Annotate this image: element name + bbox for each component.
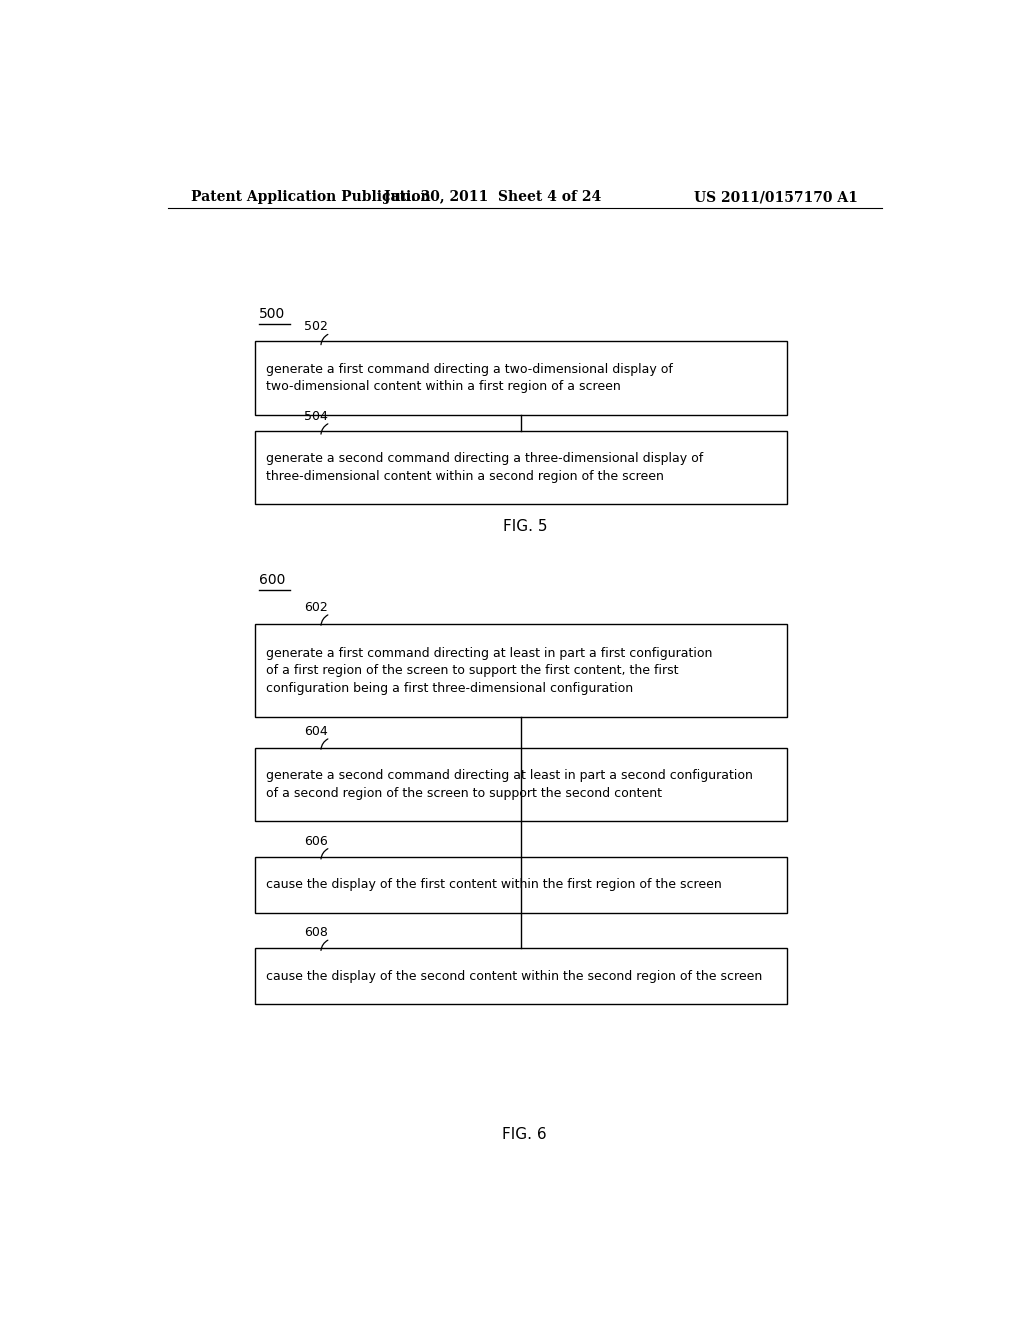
Text: cause the display of the second content within the second region of the screen: cause the display of the second content …: [266, 970, 762, 982]
Text: 502: 502: [304, 321, 328, 333]
FancyBboxPatch shape: [255, 624, 786, 718]
Text: 604: 604: [304, 725, 328, 738]
Text: generate a first command directing a two-dimensional display of
two-dimensional : generate a first command directing a two…: [266, 363, 673, 393]
FancyBboxPatch shape: [255, 342, 786, 414]
Text: FIG. 5: FIG. 5: [503, 519, 547, 533]
Text: FIG. 6: FIG. 6: [503, 1127, 547, 1142]
FancyBboxPatch shape: [255, 857, 786, 912]
Text: 500: 500: [259, 308, 286, 321]
Text: cause the display of the first content within the first region of the screen: cause the display of the first content w…: [266, 878, 722, 891]
FancyBboxPatch shape: [255, 948, 786, 1005]
Text: Patent Application Publication: Patent Application Publication: [191, 190, 431, 205]
Text: 608: 608: [304, 927, 328, 939]
Text: 606: 606: [304, 834, 328, 847]
Text: generate a second command directing at least in part a second configuration
of a: generate a second command directing at l…: [266, 770, 753, 800]
Text: generate a second command directing a three-dimensional display of
three-dimensi: generate a second command directing a th…: [266, 453, 703, 483]
Text: 602: 602: [304, 601, 328, 614]
FancyBboxPatch shape: [255, 430, 786, 504]
Text: US 2011/0157170 A1: US 2011/0157170 A1: [694, 190, 858, 205]
Text: generate a first command directing at least in part a first configuration
of a f: generate a first command directing at le…: [266, 647, 713, 694]
Text: 504: 504: [304, 409, 328, 422]
Text: Jun. 30, 2011  Sheet 4 of 24: Jun. 30, 2011 Sheet 4 of 24: [384, 190, 602, 205]
Text: 600: 600: [259, 573, 286, 587]
FancyBboxPatch shape: [255, 748, 786, 821]
